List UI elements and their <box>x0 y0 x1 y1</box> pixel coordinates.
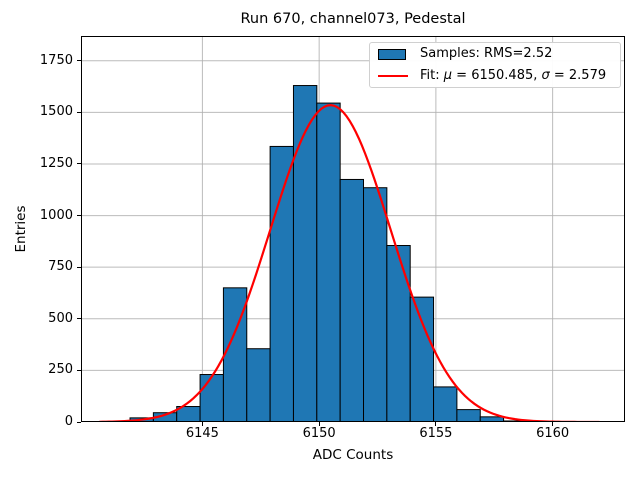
plot-area: Samples: RMS=2.52 Fit: μ = 6150.485, σ =… <box>40 36 625 441</box>
y-tick-mark <box>77 60 81 62</box>
y-tick-label: 1000 <box>39 207 73 223</box>
x-tick-mark <box>318 422 320 426</box>
x-tick-label: 6160 <box>536 426 570 441</box>
histogram-bar <box>269 145 294 422</box>
histogram-bar <box>386 245 411 422</box>
histogram-bar <box>433 386 458 422</box>
y-tick-mark <box>77 266 81 268</box>
legend-label-fit: Fit: μ = 6150.485, σ = 2.579 <box>420 67 607 83</box>
x-tick-label: 6150 <box>302 426 336 441</box>
histogram-bar <box>316 102 341 422</box>
gaussian-fit-curve <box>98 104 601 422</box>
y-tick-mark <box>77 421 81 423</box>
x-tick-label: 6155 <box>419 426 453 441</box>
histogram-bar <box>339 178 365 422</box>
y-tick-label: 250 <box>48 362 73 378</box>
y-tick-label: 500 <box>48 310 73 326</box>
legend-entry-fit: Fit: μ = 6150.485, σ = 2.579 <box>378 67 612 86</box>
y-tick-label: 1750 <box>39 52 73 68</box>
y-tick-mark <box>77 318 81 320</box>
x-axis-label: ADC Counts <box>312 447 394 463</box>
histogram-bar <box>409 296 435 422</box>
x-tick-mark <box>552 422 554 426</box>
histogram-bar <box>456 409 481 422</box>
y-tick-mark <box>77 163 81 165</box>
y-tick-label: 0 <box>64 414 73 429</box>
chart-title: Run 670, channel073, Pedestal <box>240 11 466 27</box>
y-tick-label: 1250 <box>39 155 73 171</box>
histogram-swatch-icon <box>378 48 406 60</box>
y-tick-mark <box>77 369 81 371</box>
y-tick-label: 750 <box>48 259 73 275</box>
histogram-bar <box>292 85 318 422</box>
x-tick-label: 6145 <box>185 426 219 441</box>
x-tick-mark <box>435 422 437 426</box>
y-axis-label: Entries <box>13 205 29 253</box>
legend-entry-samples: Samples: RMS=2.52 <box>378 45 612 64</box>
legend-label-samples: Samples: RMS=2.52 <box>420 46 553 62</box>
legend: Samples: RMS=2.52 Fit: μ = 6150.485, σ =… <box>369 42 621 88</box>
y-tick-mark <box>77 111 81 113</box>
chart-canvas <box>81 36 625 422</box>
x-tick-mark <box>201 422 203 426</box>
y-tick-label: 1500 <box>39 104 73 120</box>
y-tick-mark <box>77 215 81 217</box>
fit-line-swatch-icon <box>378 74 408 77</box>
histogram-bar <box>246 348 271 422</box>
histogram-bar <box>199 374 224 422</box>
histogram-bar <box>363 187 388 422</box>
